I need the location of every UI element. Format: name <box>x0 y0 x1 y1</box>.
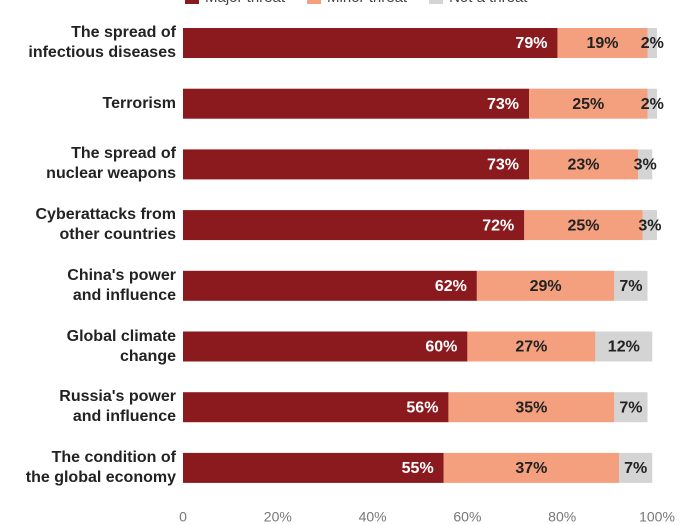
category-label: Cyberattacks from other countries <box>35 206 177 244</box>
value-label: 3% <box>638 217 661 234</box>
bar-segment <box>183 331 468 362</box>
value-label: 37% <box>515 460 547 477</box>
bar-segment <box>467 331 596 362</box>
value-label: 7% <box>619 278 642 295</box>
value-label: 19% <box>586 35 618 52</box>
bar-segment <box>183 28 558 58</box>
bar-segment <box>529 88 648 119</box>
bar-segment <box>614 392 648 423</box>
value-label: 35% <box>515 399 547 416</box>
x-tick-label: 60% <box>453 509 481 525</box>
bar-segment <box>524 210 643 241</box>
bar-segment <box>529 149 639 180</box>
legend-label: Minor threat <box>327 0 408 6</box>
bar-segment <box>642 210 657 241</box>
x-tick-label: 100% <box>639 509 675 525</box>
category-label: China's power and influence <box>67 266 176 304</box>
bar-segment <box>638 149 653 180</box>
x-tick-label: 80% <box>548 509 576 525</box>
category-label: The spread of nuclear weapons <box>46 145 176 183</box>
bar-segment <box>183 149 530 180</box>
value-label: 73% <box>487 157 519 174</box>
bar-segment <box>557 28 648 58</box>
legend-label: Not a threat <box>449 0 528 6</box>
value-label: 2% <box>641 35 664 52</box>
bar-segment <box>647 88 657 119</box>
bar-segment <box>595 331 653 362</box>
value-label: 29% <box>530 278 562 295</box>
value-label: 27% <box>515 339 547 356</box>
category-label: The condition of the global economy <box>25 448 176 486</box>
legend-swatch <box>307 0 322 4</box>
value-label: 72% <box>482 217 514 234</box>
x-tick-label: 40% <box>359 509 387 525</box>
value-label: 25% <box>568 217 600 234</box>
value-label: 62% <box>435 278 467 295</box>
bar-segment <box>614 270 648 301</box>
value-label: 56% <box>406 399 438 416</box>
value-label: 23% <box>568 157 600 174</box>
value-label: 7% <box>624 460 647 477</box>
legend-swatch <box>185 0 199 4</box>
bar-segment <box>448 392 615 423</box>
x-tick-label: 0 <box>179 509 187 525</box>
value-label: 55% <box>402 460 434 477</box>
value-label: 79% <box>515 35 547 52</box>
category-label: Terrorism <box>102 94 176 112</box>
value-label: 7% <box>619 399 642 416</box>
bar-segment <box>183 452 444 483</box>
category-label: The spread of infectious diseases <box>28 24 176 61</box>
value-label: 12% <box>608 339 640 356</box>
value-label: 60% <box>425 339 457 356</box>
value-label: 3% <box>634 157 657 174</box>
bar-segment <box>183 88 530 119</box>
bar-segment <box>183 392 449 423</box>
value-label: 25% <box>572 96 604 113</box>
x-tick-label: 20% <box>264 509 292 525</box>
category-label: Russia's power and influence <box>59 388 176 426</box>
bar-segment <box>183 210 525 241</box>
legend-label: Major threat <box>205 0 286 6</box>
value-label: 2% <box>641 96 664 113</box>
bar-segment <box>619 452 653 483</box>
bar-segment <box>443 452 620 483</box>
bar-segment <box>647 28 657 58</box>
value-label: 73% <box>487 96 519 113</box>
bar-segment <box>476 270 615 301</box>
bar-segment <box>183 270 477 301</box>
category-label: Global climate change <box>66 327 176 365</box>
legend-swatch <box>429 0 444 4</box>
